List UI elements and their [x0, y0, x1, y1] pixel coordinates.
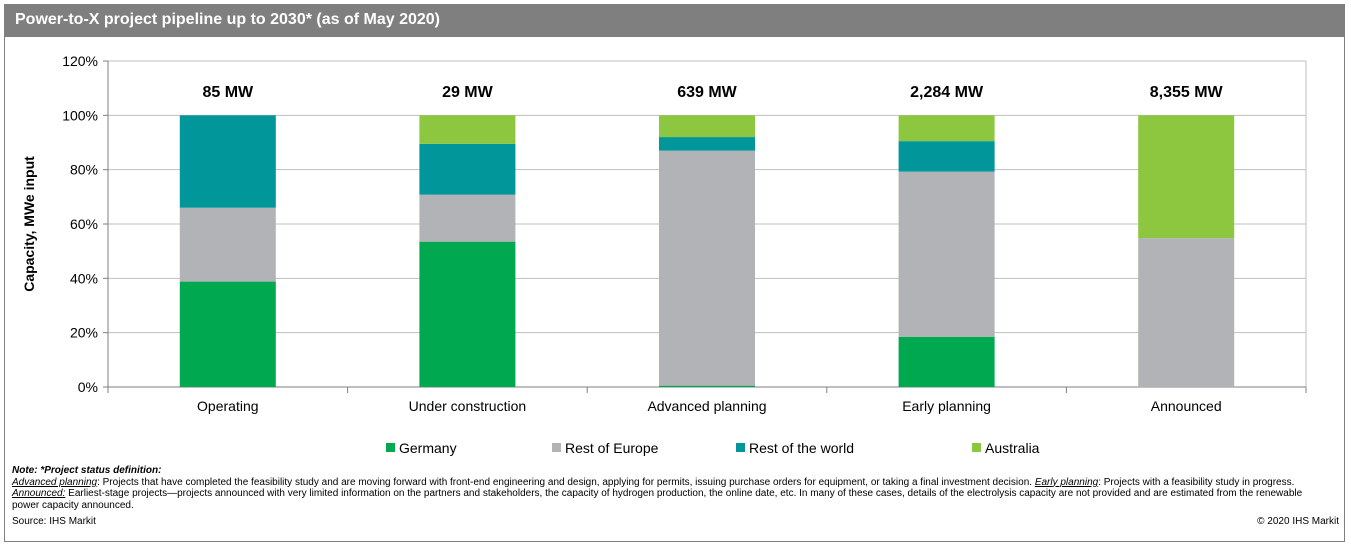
x-tick-label: Operating — [197, 398, 258, 414]
title-bar: Power-to-X project pipeline up to 2030* … — [5, 5, 1344, 37]
x-tick-label: Under construction — [409, 398, 527, 414]
legend-swatch — [386, 443, 395, 452]
y-tick-label: 100% — [62, 107, 98, 123]
source-text: Source: IHS Markit — [12, 516, 96, 527]
bar-segment — [179, 281, 276, 387]
x-tick-label: Early planning — [902, 398, 991, 414]
bar-segment — [659, 137, 755, 151]
bar-segment — [898, 336, 995, 387]
bar-segment — [898, 171, 995, 337]
bar-segment — [419, 194, 516, 242]
copyright-text: © 2020 IHS Markit — [1257, 516, 1339, 527]
legend-swatch — [972, 443, 981, 452]
note-text-early: : Projects with a feasibility study in p… — [1098, 476, 1295, 488]
notes-body: Advanced planning: Projects that have co… — [12, 477, 1330, 512]
bar-segment — [659, 115, 755, 138]
stacked-bar-chart: 0% 20% 40% 60% 80% 100% 120% 85 MW Operating 29 M… — [21, 53, 1307, 456]
bar-total-label: 29 MW — [442, 84, 494, 101]
legend-swatch — [736, 443, 745, 452]
bar-total-label: 2,284 MW — [910, 84, 984, 101]
note-text-announced: Earliest-stage projects—projects announc… — [12, 488, 1303, 511]
notes: Note: *Project status definition: Advanc… — [12, 465, 1330, 511]
y-axis-title: Capacity, MWe input — [21, 156, 37, 292]
bar-segment — [419, 143, 516, 195]
bar-segment — [419, 241, 516, 387]
note-term-early: Early planning — [1034, 476, 1099, 488]
x-tick-label: Announced — [1151, 398, 1222, 414]
y-tick-label: 0% — [78, 379, 98, 395]
y-tick-label: 40% — [70, 270, 98, 286]
note-term-announced: Announced: — [12, 488, 66, 499]
legend-swatch — [552, 443, 561, 452]
chart-title: Power-to-X project pipeline up to 2030* … — [15, 11, 440, 28]
x-tick-label: Advanced planning — [647, 398, 766, 414]
bar-total-label: 8,355 MW — [1150, 84, 1224, 101]
bar-segment — [179, 115, 276, 208]
legend-label: Germany — [399, 440, 457, 456]
bar-segment — [898, 115, 995, 142]
note-term-advanced: Advanced planning — [12, 476, 98, 488]
y-tick-label: 20% — [70, 325, 98, 341]
y-tick-label: 80% — [70, 162, 98, 178]
bar-total-label: 639 MW — [677, 84, 737, 101]
notes-heading: Note: *Project status definition: — [12, 465, 162, 476]
y-tick-label: 60% — [70, 216, 98, 232]
bar-segment — [1138, 115, 1235, 239]
legend-label: Rest of Europe — [565, 440, 659, 456]
bar-total-label: 85 MW — [202, 84, 254, 101]
bar-segment — [419, 115, 516, 144]
bar-segment — [179, 207, 276, 282]
bar-segment — [1138, 238, 1235, 387]
bar-segment — [659, 385, 755, 387]
bar-segment — [659, 150, 755, 386]
legend-label: Rest of the world — [749, 440, 854, 456]
y-tick-label: 120% — [62, 53, 98, 69]
note-text-advanced: : Projects that have completed the feasi… — [97, 476, 1035, 488]
legend-label: Australia — [985, 440, 1040, 456]
bar-segment — [898, 141, 995, 172]
